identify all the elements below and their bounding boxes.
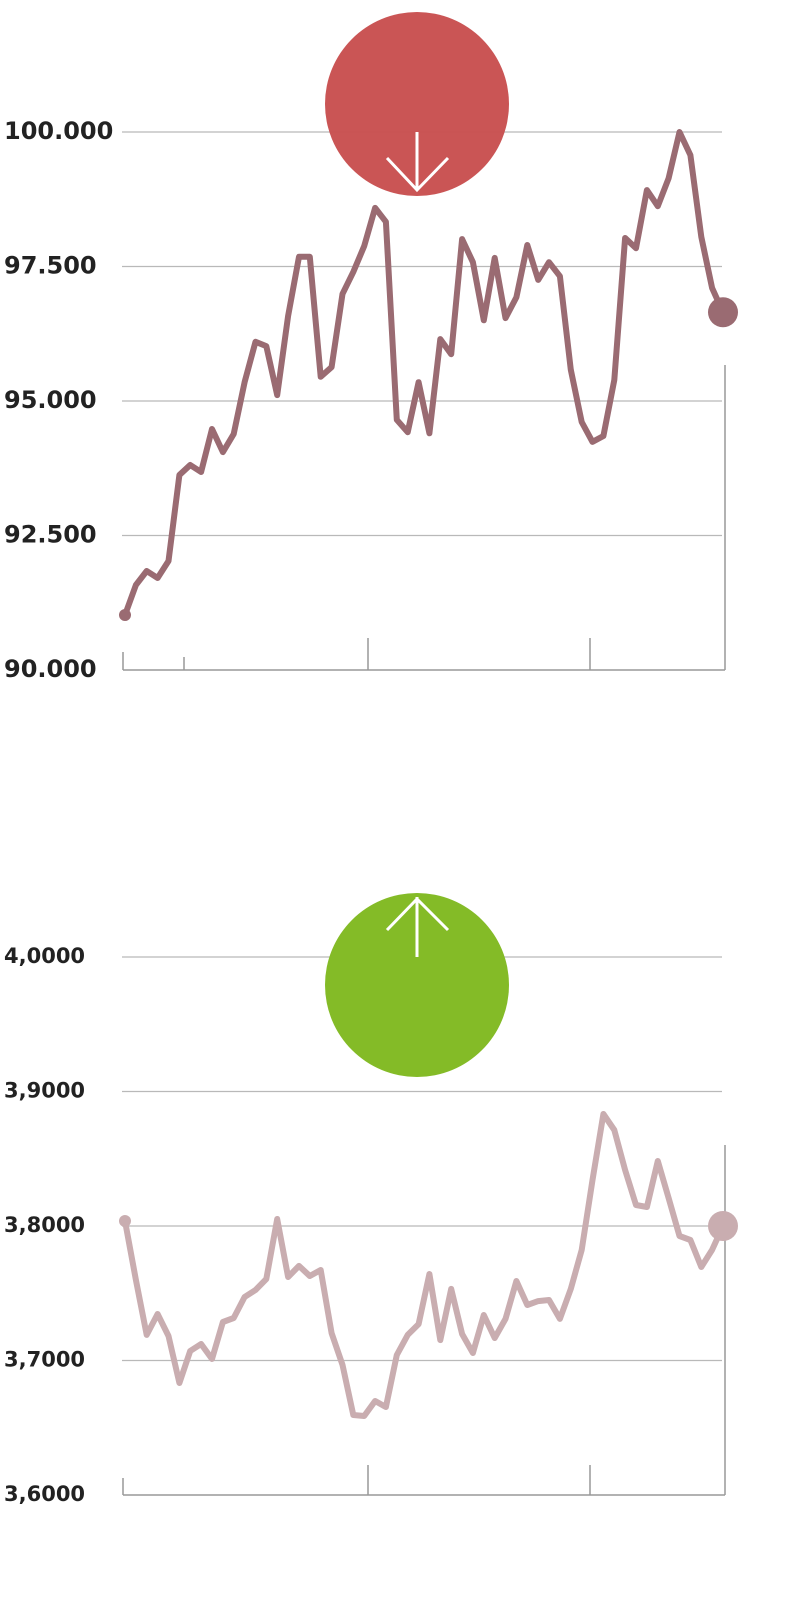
y-tick-label: 97.500 bbox=[4, 252, 97, 280]
y-tick-label: 4,0000 bbox=[4, 944, 85, 968]
y-tick-label: 95.000 bbox=[4, 386, 97, 414]
y-tick-label: 3,9000 bbox=[4, 1079, 85, 1103]
badge-circle bbox=[325, 893, 509, 1077]
bottom-chart: 3,6000 3,7000 3,8000 3,9000 4,0000 bbox=[4, 944, 738, 1506]
y-tick-label: 100.000 bbox=[4, 117, 113, 145]
y-tick-label: 92.500 bbox=[4, 521, 97, 549]
down-badge bbox=[325, 12, 509, 196]
start-dot bbox=[119, 609, 131, 622]
y-tick-label: 3,6000 bbox=[4, 1482, 85, 1506]
y-tick-label: 90.000 bbox=[4, 655, 97, 683]
start-dot bbox=[119, 1215, 131, 1228]
end-dot bbox=[708, 297, 738, 328]
price-line bbox=[122, 129, 726, 617]
down-arrow bbox=[385, 132, 450, 193]
y-tick-label: 3,8000 bbox=[4, 1213, 85, 1237]
end-dot bbox=[708, 1211, 738, 1241]
bottom-axes bbox=[122, 1145, 726, 1496]
y-tick-label: 3,7000 bbox=[4, 1348, 85, 1372]
up-badge bbox=[325, 893, 509, 1077]
top-chart: 90.000 92.500 95.000 97.500 100.000 bbox=[4, 117, 738, 683]
price-line bbox=[122, 1111, 726, 1419]
badge-circle bbox=[325, 12, 509, 196]
top-axes bbox=[122, 365, 726, 671]
up-arrow bbox=[385, 896, 450, 957]
